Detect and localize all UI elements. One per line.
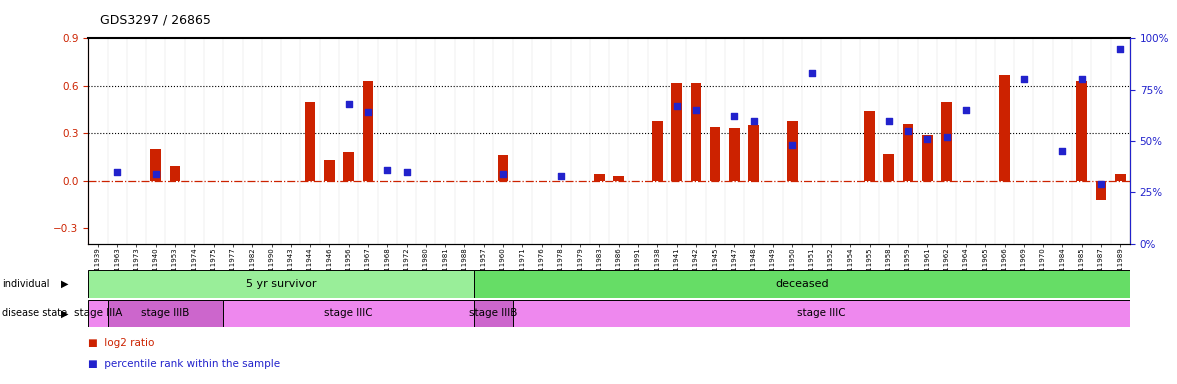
Bar [864,111,875,180]
Bar [884,154,895,180]
Point [1091,181,1110,187]
Bar [344,152,354,180]
Point [783,142,802,148]
Bar [305,102,315,180]
Bar [749,125,759,180]
Bar [671,83,681,180]
Bar [88,300,107,327]
Point [937,134,956,140]
Bar [1077,81,1088,180]
Point [552,173,571,179]
Bar [942,102,952,180]
Bar [324,160,334,180]
Point [146,171,165,177]
Text: 5 yr survivor: 5 yr survivor [246,279,317,289]
Text: stage IIIB: stage IIIB [470,308,518,318]
Text: GDS3297 / 26865: GDS3297 / 26865 [100,13,211,26]
Point [1072,76,1091,83]
Point [108,169,127,175]
Point [957,107,976,113]
Point [397,169,415,175]
Bar [613,176,624,180]
Bar [107,300,224,327]
Bar [498,156,508,180]
Point [686,107,705,113]
Point [339,101,358,107]
Point [378,167,397,173]
Text: ■  log2 ratio: ■ log2 ratio [88,338,154,348]
Bar [652,121,663,180]
Point [493,171,512,177]
Point [725,113,744,119]
Text: stage IIIA: stage IIIA [74,308,122,318]
Point [1015,76,1033,83]
Text: deceased: deceased [776,279,829,289]
Point [359,109,378,116]
Bar [710,127,720,180]
Bar [730,129,740,180]
Bar [169,166,180,180]
Bar [787,121,798,180]
Point [803,70,822,76]
Bar [594,174,605,180]
Text: ▶: ▶ [61,308,68,318]
Bar [1115,174,1125,180]
Point [744,118,763,124]
Text: stage IIIC: stage IIIC [797,308,845,318]
Bar [903,124,913,180]
Bar [1096,180,1106,200]
Text: ▶: ▶ [61,279,68,289]
Bar [88,270,474,298]
Text: disease state: disease state [2,308,67,318]
Bar [474,270,1130,298]
Point [1111,46,1130,52]
Bar [474,300,513,327]
Bar [691,83,701,180]
Bar [513,300,1130,327]
Text: stage IIIB: stage IIIB [141,308,189,318]
Text: individual: individual [2,279,49,289]
Point [918,136,937,142]
Point [1053,148,1072,154]
Bar [224,300,474,327]
Bar [922,135,932,180]
Bar [999,75,1010,180]
Text: ■  percentile rank within the sample: ■ percentile rank within the sample [88,359,280,369]
Bar [363,81,373,180]
Point [879,118,898,124]
Point [899,128,918,134]
Point [667,103,686,109]
Text: stage IIIC: stage IIIC [325,308,373,318]
Bar [151,149,161,180]
